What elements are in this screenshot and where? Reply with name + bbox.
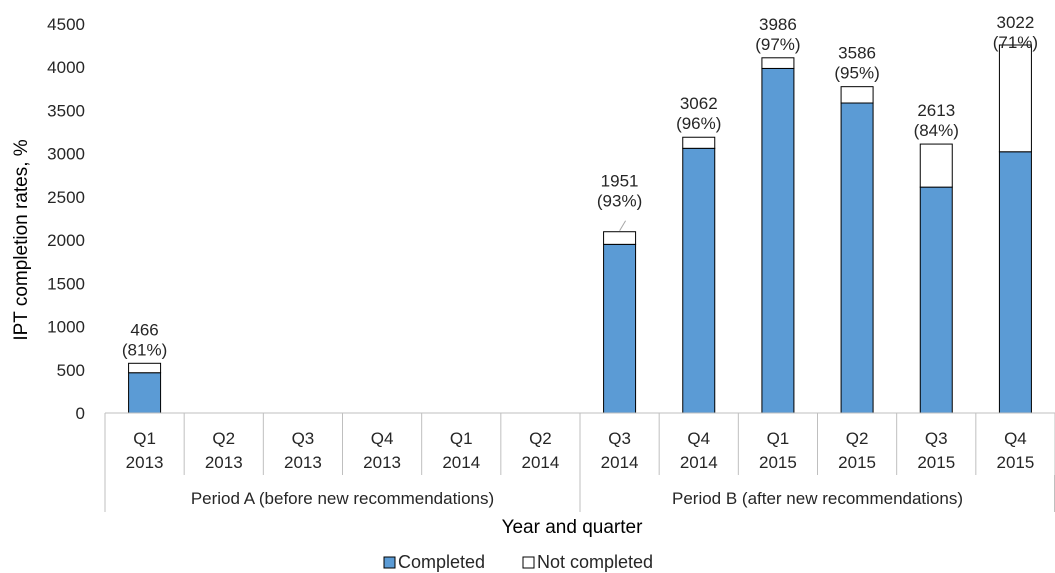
completed-bar — [840, 102, 874, 414]
y-tick-label: 500 — [57, 361, 85, 380]
data-labels: 466(81%)1951(93%)3062(96%)3986(97%) 3586(… — [122, 13, 1038, 359]
data-label-count: 3022 — [997, 13, 1035, 32]
y-tick-label: 4500 — [47, 15, 85, 34]
not-completed-bar — [998, 44, 1032, 153]
data-label-count: 3986 — [759, 15, 797, 34]
y-tick-label: 1500 — [47, 274, 85, 293]
legend-label: Not completed — [537, 552, 653, 572]
y-tick-label: 3000 — [47, 145, 85, 164]
not-completed-bar — [128, 362, 162, 374]
x-tick-quarter: Q4 — [1004, 429, 1027, 448]
x-tick-year: 2014 — [442, 453, 480, 472]
x-tick-year: 2013 — [284, 453, 322, 472]
y-tick-label: 2000 — [47, 231, 85, 250]
x-tick-quarter: Q3 — [608, 429, 631, 448]
x-tick-year: 2015 — [838, 453, 876, 472]
x-tick-year: 2014 — [522, 453, 560, 472]
y-axis-ticks: 0 500 1000 1500 2000 2500 3000 3500 4000 4500 — [47, 15, 85, 423]
y-axis-title: IPT completion rates, % — [11, 139, 32, 340]
x-tick-quarter: Q1 — [450, 429, 473, 448]
x-tick-year: 2014 — [680, 453, 718, 472]
y-tick-label: 3500 — [47, 101, 85, 120]
data-label-percent: (97%) — [755, 35, 800, 54]
completed-bar — [761, 67, 795, 414]
completed-bar — [603, 243, 637, 414]
data-label-count: 1951 — [601, 172, 639, 191]
legend-swatch — [522, 556, 535, 569]
data-label-count: 3062 — [680, 94, 718, 113]
y-tick-label: 0 — [76, 404, 85, 423]
x-tick-quarter: Q2 — [846, 429, 869, 448]
not-completed-bar — [603, 231, 637, 245]
x-group-label: Period B (after new recommendations) — [672, 489, 963, 508]
x-tick-year: 2013 — [363, 453, 401, 472]
not-completed-bar — [840, 86, 874, 104]
completed-bar — [128, 372, 162, 414]
x-tick-year: 2015 — [917, 453, 955, 472]
x-tick-quarter: Q4 — [371, 429, 394, 448]
y-tick-label: 1000 — [47, 318, 85, 337]
x-tick-year: 2013 — [205, 453, 243, 472]
x-tick-year: 2015 — [759, 453, 797, 472]
x-tick-quarter: Q2 — [212, 429, 235, 448]
x-tick-quarter: Q3 — [292, 429, 315, 448]
data-label-percent: (93%) — [597, 192, 642, 211]
data-label-percent: (96%) — [676, 114, 721, 133]
x-tick-quarter: Q3 — [925, 429, 948, 448]
data-label-count: 466 — [130, 320, 158, 339]
data-label-percent: (84%) — [914, 121, 959, 140]
x-tick-quarter: Q2 — [529, 429, 552, 448]
data-label-leader-line — [619, 220, 627, 231]
x-tick-year: 2015 — [997, 453, 1035, 472]
not-completed-bar — [919, 143, 953, 188]
x-group-label: Period A (before new recommendations) — [191, 489, 494, 508]
data-label-count: 2613 — [917, 101, 955, 120]
x-tick-quarter: Q4 — [687, 429, 710, 448]
legend: Completed Not completed — [383, 552, 653, 572]
bars — [128, 44, 1032, 414]
legend-swatch — [383, 556, 396, 569]
y-tick-label: 4000 — [47, 58, 85, 77]
data-label-percent: (95%) — [834, 64, 879, 83]
data-label-count: 3586 — [838, 44, 876, 63]
x-tick-year: 2013 — [126, 453, 164, 472]
data-label-percent: (81%) — [122, 340, 167, 359]
y-tick-label: 2500 — [47, 188, 85, 207]
x-tick-year: 2014 — [601, 453, 639, 472]
data-label-percent: (71%) — [993, 33, 1038, 52]
not-completed-bar — [682, 136, 716, 149]
x-tick-quarter: Q1 — [133, 429, 156, 448]
completed-bar — [682, 147, 716, 414]
x-axis-title: Year and quarter — [502, 517, 644, 538]
x-axis: Q1 2013 Q2 2013 Q3 2013 Q4 2013 Q1 2014 Q2 2014 Q3 20… — [104, 412, 1055, 512]
x-tick-quarter: Q1 — [767, 429, 790, 448]
legend-label: Completed — [398, 552, 485, 572]
completed-bar — [919, 186, 953, 414]
not-completed-bar — [761, 57, 795, 69]
completed-bar — [998, 151, 1032, 414]
